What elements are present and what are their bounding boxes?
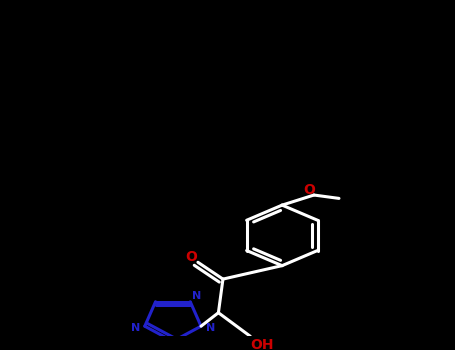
Text: O: O — [185, 250, 197, 264]
Text: N: N — [206, 323, 215, 334]
Text: OH: OH — [250, 338, 273, 350]
Text: N: N — [131, 323, 140, 334]
Text: N: N — [192, 291, 201, 301]
Text: O: O — [303, 183, 315, 197]
